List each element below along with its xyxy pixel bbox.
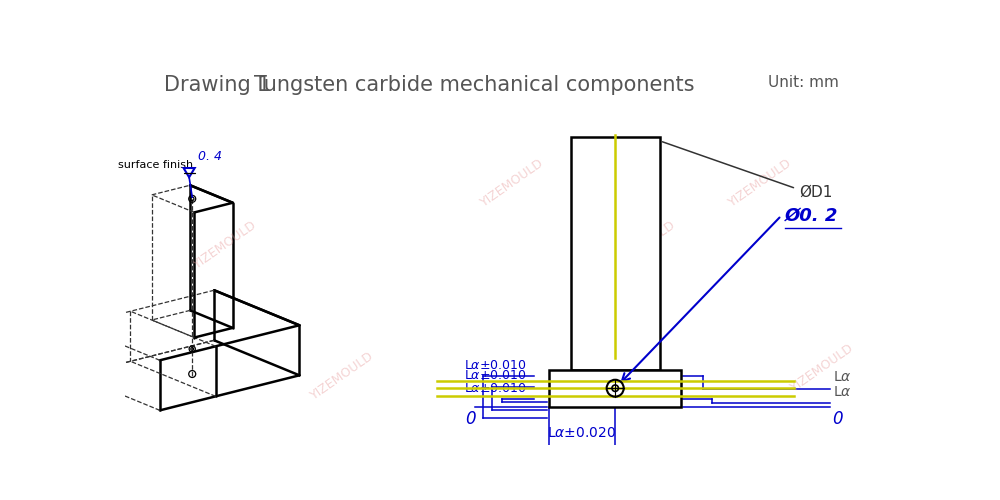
Text: YIZEMOULD: YIZEMOULD [610, 218, 678, 272]
Text: YIZEMOULD: YIZEMOULD [192, 218, 260, 272]
Text: YIZEMOULD: YIZEMOULD [478, 156, 547, 210]
Text: YIZEMOULD: YIZEMOULD [726, 156, 795, 210]
Text: YIZEMOULD: YIZEMOULD [788, 342, 857, 394]
Text: 0. 4: 0. 4 [198, 150, 222, 162]
Text: L$\alpha$±0.010: L$\alpha$±0.010 [464, 382, 527, 395]
Text: surface finish: surface finish [118, 160, 193, 170]
Text: Ø0. 2: Ø0. 2 [785, 206, 839, 224]
Text: 0: 0 [465, 410, 476, 428]
Text: 0: 0 [833, 410, 843, 428]
Bar [549, 370, 681, 406]
Text: Drawing 1: Drawing 1 [164, 76, 270, 96]
Text: L$\alpha$±0.010: L$\alpha$±0.010 [464, 358, 527, 372]
Text: ØD1: ØD1 [799, 185, 833, 200]
Text: L$\alpha$±0.020: L$\alpha$±0.020 [547, 426, 617, 440]
Text: L$\alpha$±0.010: L$\alpha$±0.010 [464, 369, 527, 382]
Text: Unit: mm: Unit: mm [768, 76, 839, 90]
Text: Tungsten carbide mechanical components: Tungsten carbide mechanical components [254, 76, 694, 96]
Bar [571, 137, 660, 370]
Text: YIZEMOULD: YIZEMOULD [308, 349, 376, 402]
Text: L$\alpha$: L$\alpha$ [833, 370, 851, 384]
Text: L$\alpha$: L$\alpha$ [833, 384, 851, 398]
